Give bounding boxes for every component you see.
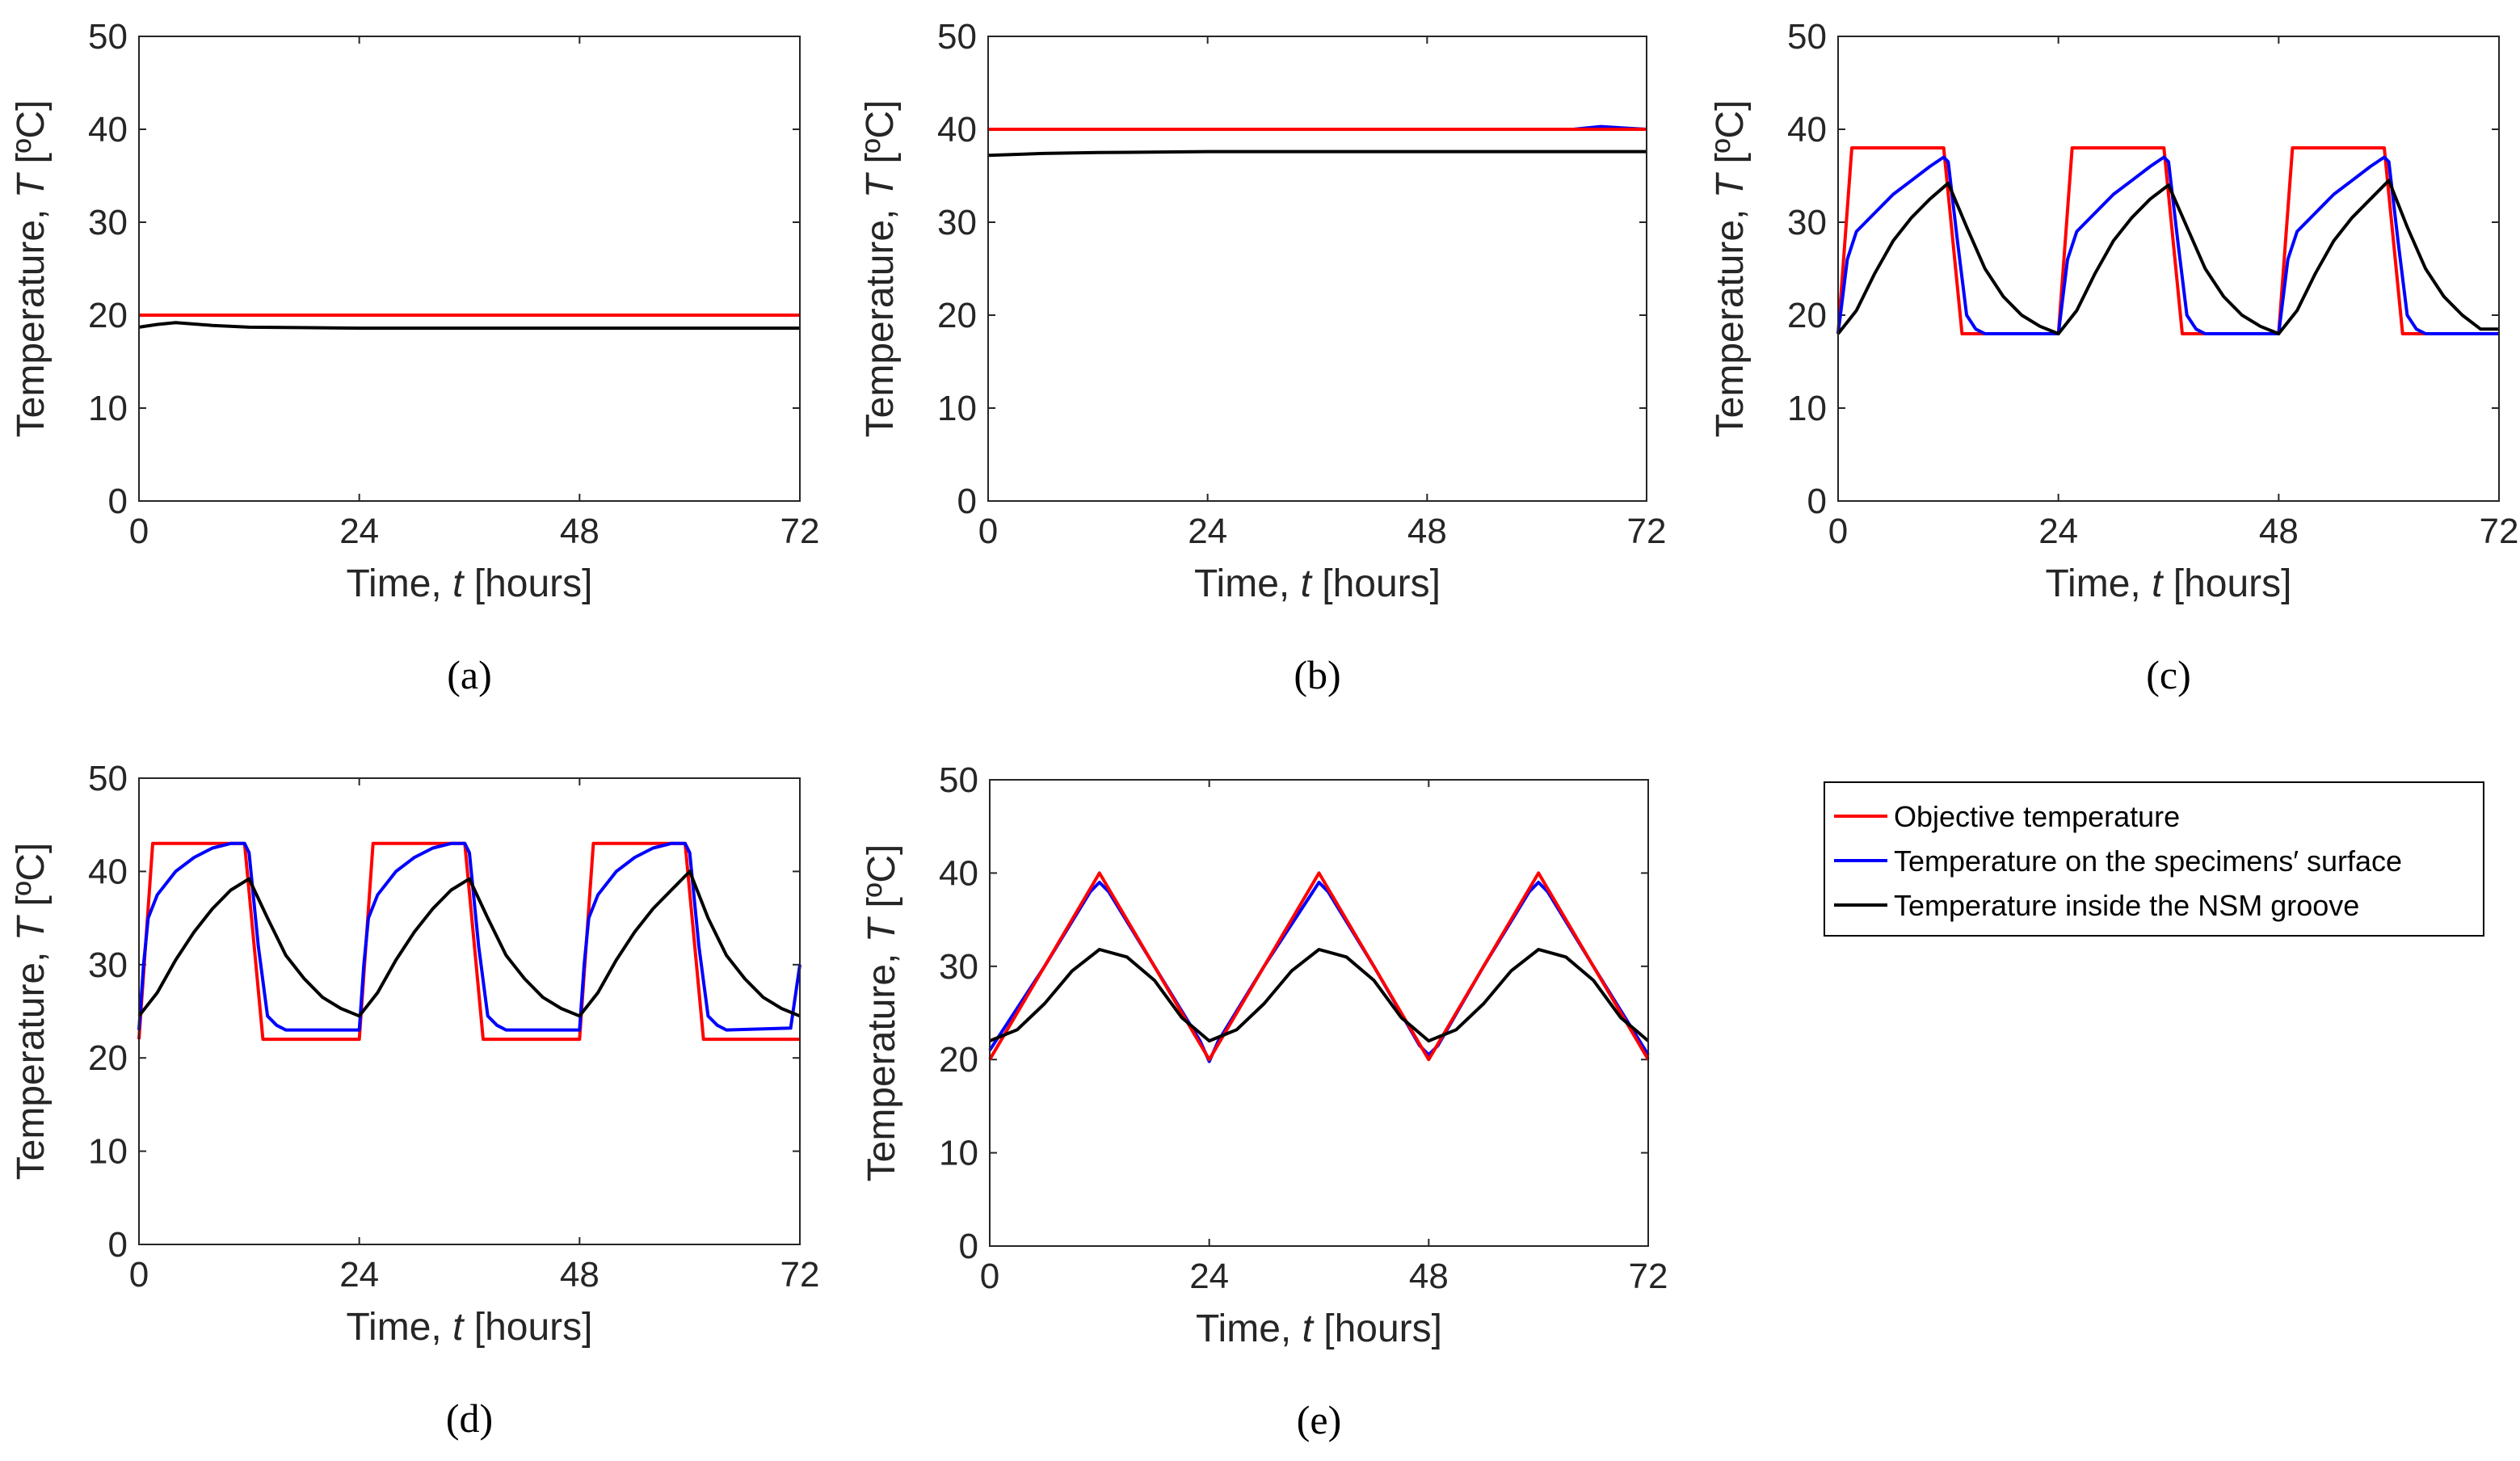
x-tick-label: 72	[2480, 512, 2519, 551]
y-tick-label: 50	[937, 17, 977, 57]
x-axis-label: Time, t [hours]	[1194, 562, 1441, 605]
y-tick-label: 30	[939, 947, 978, 987]
y-tick-label: 0	[108, 1225, 128, 1265]
x-tick-label: 48	[2259, 512, 2299, 551]
y-tick-label: 20	[939, 1040, 978, 1080]
x-axis-label: Time, t [hours]	[347, 1306, 593, 1349]
y-tick-label: 0	[957, 482, 977, 521]
chart-panel-1: 0 24 48 72 0 10 20 30 40 50 Time, t [hours] Tempera…	[10, 17, 819, 697]
series-line-groove	[138, 321, 800, 331]
chart-panel-2: 0 24 48 72 0 10 20 30 40 50 Time, t [hours] Tempera…	[859, 17, 1666, 697]
panel-caption: (e)	[1297, 1397, 1342, 1442]
x-tick-label: 48	[560, 1255, 599, 1295]
y-tick-label: 40	[1787, 110, 1827, 149]
y-axis-label: Temperature, T [ºC]	[10, 843, 53, 1181]
x-tick-label: 24	[1188, 512, 1227, 551]
panel-caption: (d)	[446, 1396, 493, 1441]
x-tick-label: 0	[1828, 512, 1848, 551]
y-tick-label: 20	[88, 296, 128, 335]
x-tick-label: 48	[1409, 1257, 1449, 1296]
legend-label-groove: Temperature inside the NSM groove	[1894, 889, 2359, 922]
series-line-objective	[988, 871, 1650, 1062]
x-tick-label: 72	[1629, 1257, 1668, 1296]
y-tick-label: 20	[1787, 296, 1827, 335]
y-tick-label: 50	[1787, 17, 1827, 57]
x-axis-label: Time, t [hours]	[1196, 1307, 1442, 1350]
series-line-surface	[137, 841, 801, 1032]
x-tick-label: 48	[560, 512, 599, 551]
x-tick-label: 72	[1627, 512, 1667, 551]
y-tick-label: 0	[959, 1227, 978, 1266]
y-tick-label: 10	[1787, 389, 1827, 428]
panel-caption: (c)	[2146, 652, 2191, 697]
panel-caption: (a)	[447, 652, 492, 697]
y-tick-label: 0	[1807, 482, 1827, 521]
y-tick-label: 20	[937, 296, 977, 335]
y-tick-label: 30	[88, 203, 128, 242]
panel-caption: (b)	[1294, 652, 1340, 697]
y-tick-label: 0	[108, 482, 128, 521]
y-axis-label: Temperature, T [ºC]	[10, 100, 53, 438]
x-tick-label: 24	[2038, 512, 2078, 551]
x-tick-label: 72	[780, 512, 820, 551]
chart-panel-4: 0 24 48 72 0 10 20 30 40 50 Time, t [hours] Tempera…	[10, 759, 819, 1441]
y-tick-label: 40	[939, 853, 978, 893]
x-tick-label: 24	[339, 512, 379, 551]
x-tick-label: 24	[339, 1255, 379, 1295]
y-tick-label: 10	[939, 1134, 978, 1173]
axes-frame	[989, 779, 1649, 1247]
series-line-groove	[989, 948, 1650, 1043]
series-line-groove	[987, 149, 1647, 158]
plot-area	[139, 36, 800, 501]
y-tick-label: 40	[937, 110, 977, 149]
x-tick-label: 24	[1189, 1257, 1229, 1296]
plot-area	[1838, 36, 2499, 501]
y-tick-label: 10	[88, 389, 128, 428]
y-tick-label: 10	[88, 1132, 128, 1172]
legend-box: Objective temperature Temperature on the…	[1824, 781, 2484, 937]
x-tick-label: 72	[780, 1255, 820, 1295]
x-tick-label: 0	[129, 512, 149, 551]
y-tick-label: 10	[937, 389, 977, 428]
y-tick-label: 30	[937, 203, 977, 242]
x-axis-label: Time, t [hours]	[2046, 562, 2292, 605]
x-tick-label: 0	[980, 1257, 999, 1296]
y-tick-label: 30	[88, 945, 128, 985]
y-tick-label: 40	[88, 852, 128, 891]
plot-area	[990, 780, 1648, 1246]
series-line-surface	[988, 880, 1650, 1063]
series-line-surface	[1836, 155, 2499, 335]
axes-frame	[138, 36, 801, 502]
chart-panel-3: 0 24 48 72 0 10 20 30 40 50 Time, t [hours] Tempera…	[1709, 17, 2518, 697]
axes-frame	[138, 777, 801, 1245]
chart-panel-5: 0 24 48 72 0 10 20 30 40 50 Time, t [hours] Tempera…	[860, 760, 1668, 1442]
series-line-groove	[1836, 179, 2499, 335]
y-tick-label: 40	[88, 110, 128, 149]
y-tick-label: 30	[1787, 203, 1827, 242]
y-tick-label: 50	[88, 759, 128, 798]
axes-frame	[1837, 36, 2500, 502]
y-axis-label: Temperature, T [ºC]	[860, 844, 903, 1182]
y-axis-label: Temperature, T [ºC]	[859, 100, 902, 438]
legend-label-surface: Temperature on the specimens′ surface	[1894, 844, 2402, 878]
x-tick-label: 0	[978, 512, 998, 551]
series-line-groove	[137, 869, 801, 1018]
x-tick-label: 48	[1407, 512, 1447, 551]
series-line-objective	[1836, 146, 2499, 335]
axes-frame	[987, 36, 1647, 502]
y-tick-label: 50	[939, 760, 978, 800]
x-tick-label: 0	[129, 1255, 149, 1295]
y-axis-label: Temperature, T [ºC]	[1709, 100, 1752, 438]
y-tick-label: 50	[88, 17, 128, 57]
x-axis-label: Time, t [hours]	[347, 562, 593, 605]
plot-area	[988, 36, 1647, 501]
y-tick-label: 20	[88, 1038, 128, 1078]
legend-label-objective: Objective temperature	[1894, 800, 2180, 833]
